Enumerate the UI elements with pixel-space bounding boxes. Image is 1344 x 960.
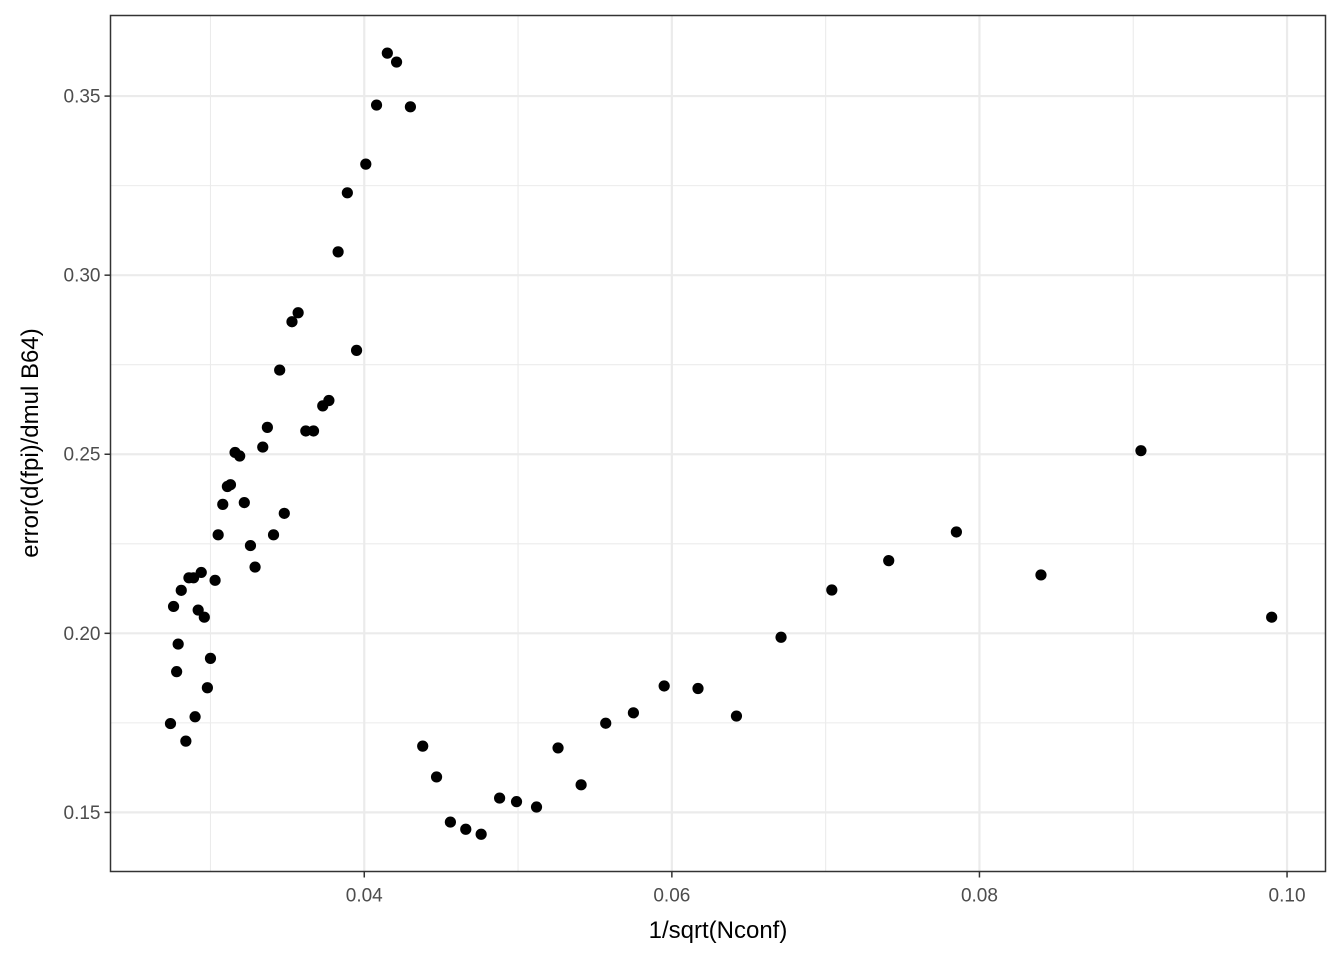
data-point <box>530 801 543 813</box>
axes: 0.04 0.06 0.08 0.10 0.15 0.20 0.25 0.30 0.35 <box>64 87 1306 907</box>
data-point <box>510 796 523 808</box>
data-point <box>370 99 383 111</box>
data-point <box>381 47 393 59</box>
data-point <box>217 498 229 510</box>
y-tick-label: 0.35 <box>64 87 101 108</box>
y-axis-title: error(d(fpi)/dmul B64) <box>17 328 44 557</box>
y-tick-label: 0.15 <box>64 803 101 824</box>
data-point <box>167 600 180 613</box>
data-point <box>332 246 344 258</box>
data-point <box>950 526 962 538</box>
data-point <box>430 771 443 783</box>
data-point <box>460 823 472 835</box>
y-tick-label: 0.25 <box>64 445 101 466</box>
data-point <box>600 717 612 729</box>
data-point <box>390 56 403 68</box>
data-point <box>261 421 273 433</box>
data-point <box>444 816 456 828</box>
y-tick-label: 0.20 <box>64 624 101 645</box>
data-point <box>201 682 213 694</box>
data-point <box>172 638 184 650</box>
data-points <box>164 47 1278 840</box>
data-point <box>552 742 564 754</box>
y-tick-label: 0.30 <box>64 266 101 287</box>
plot-background <box>110 15 1326 872</box>
data-point <box>292 307 304 319</box>
data-point <box>171 666 183 678</box>
x-tick-label: 0.10 <box>1269 886 1306 907</box>
data-point <box>307 425 320 437</box>
data-point <box>1266 611 1278 623</box>
data-point <box>189 711 201 723</box>
data-point <box>198 611 210 623</box>
data-point <box>244 539 257 552</box>
data-point <box>1035 569 1047 581</box>
data-point <box>274 364 286 376</box>
data-point <box>658 680 670 692</box>
grid <box>110 15 1326 872</box>
data-point <box>209 574 221 586</box>
data-point <box>164 717 177 730</box>
data-point <box>221 480 233 493</box>
data-point <box>730 710 743 722</box>
x-tick-label: 0.06 <box>653 886 690 907</box>
data-point <box>404 101 417 113</box>
data-point <box>692 682 704 695</box>
data-point <box>1135 445 1147 457</box>
data-point <box>175 584 187 596</box>
data-point <box>238 496 250 509</box>
data-point <box>300 425 312 437</box>
data-point <box>234 450 246 462</box>
data-point <box>494 792 506 804</box>
data-point <box>350 344 363 356</box>
data-point <box>278 507 290 519</box>
x-tick-label: 0.04 <box>346 886 383 907</box>
data-point <box>317 400 329 412</box>
data-point <box>826 584 838 596</box>
data-point <box>286 316 298 328</box>
data-point <box>475 828 487 840</box>
data-point <box>627 707 640 719</box>
x-axis-title: 1/sqrt(Nconf) <box>649 917 788 944</box>
data-point <box>341 187 353 199</box>
data-point <box>257 441 269 453</box>
data-point <box>575 779 587 791</box>
data-point <box>775 631 787 643</box>
data-point <box>249 561 261 573</box>
data-point <box>417 740 429 752</box>
data-point <box>883 555 895 567</box>
data-point <box>267 529 280 541</box>
data-point <box>180 735 192 747</box>
data-point <box>204 652 217 664</box>
data-point <box>360 158 372 170</box>
data-point <box>187 572 200 584</box>
plot-panel-border <box>109 14 1327 873</box>
data-point <box>212 529 224 541</box>
x-tick-label: 0.08 <box>961 886 998 907</box>
